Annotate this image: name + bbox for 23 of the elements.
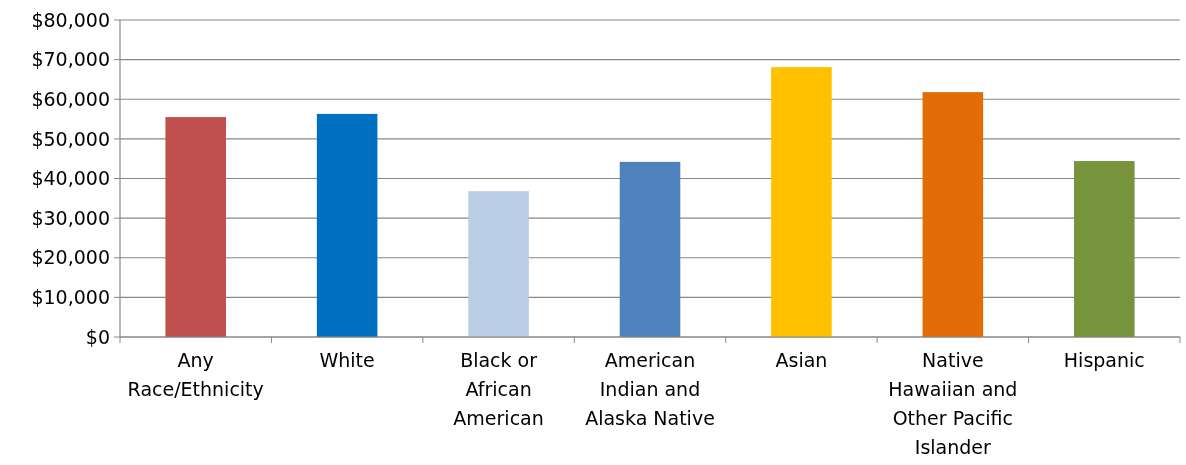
bar bbox=[316, 113, 378, 337]
bar bbox=[165, 117, 226, 337]
x-tick-label: White bbox=[319, 349, 375, 371]
bar bbox=[922, 92, 984, 337]
y-tick-label: $30,000 bbox=[31, 206, 110, 229]
y-tick-label: $10,000 bbox=[31, 286, 110, 309]
y-tick-label: $40,000 bbox=[31, 167, 110, 190]
bar bbox=[468, 191, 529, 337]
x-tick-label: Any Race/Ethnicity bbox=[127, 349, 264, 400]
x-tick-label: Native Hawaiian and Other Pacific Islander bbox=[888, 349, 1018, 458]
bar bbox=[1074, 161, 1135, 337]
x-tick-label: American Indian and Alaska Native bbox=[585, 349, 715, 429]
x-tick-label: Asian bbox=[775, 349, 828, 371]
x-tick-label: Hispanic bbox=[1063, 349, 1145, 371]
y-tick-label: $70,000 bbox=[31, 48, 110, 71]
x-tick-label: Black or African American bbox=[453, 349, 544, 429]
y-tick-label: $20,000 bbox=[31, 246, 110, 269]
y-tick-label: $80,000 bbox=[31, 8, 110, 31]
bar bbox=[619, 161, 681, 337]
bar bbox=[771, 67, 832, 337]
y-tick-label: $60,000 bbox=[31, 87, 110, 110]
y-tick-label: $50,000 bbox=[31, 127, 110, 150]
y-tick-label: $0 bbox=[85, 325, 110, 348]
